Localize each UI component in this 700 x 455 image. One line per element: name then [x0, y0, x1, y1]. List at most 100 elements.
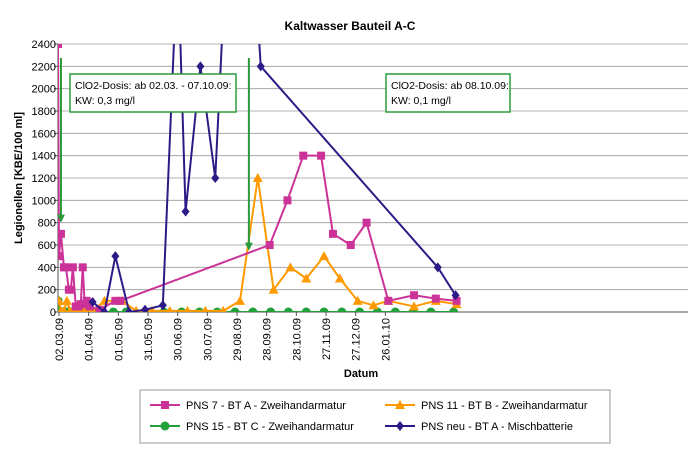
data-point [390, 307, 400, 312]
data-point [317, 151, 326, 160]
x-tick-label: 29.08.09 [232, 318, 244, 361]
annotation-box [385, 73, 511, 113]
x-tick-label: 02.03.09 [54, 318, 66, 361]
x-tick-label: 01.04.09 [84, 318, 96, 361]
data-point [201, 305, 209, 312]
y-tick-label: 0 [50, 307, 56, 319]
data-point [283, 307, 293, 312]
legend-item-3: PNS 15 - BT C - Zweihandarmatur [150, 421, 354, 433]
y-tick-label: 1000 [32, 195, 56, 207]
data-point [108, 307, 118, 312]
data-point [301, 273, 312, 283]
x-tick-label: 31.05.09 [143, 318, 155, 361]
data-point [68, 263, 77, 272]
data-point [299, 151, 308, 160]
data-point [355, 307, 365, 312]
data-point [158, 300, 167, 311]
annotation-arrowhead [56, 214, 65, 223]
annotation-arrowhead [244, 242, 253, 251]
data-point [328, 229, 337, 238]
data-point [85, 302, 94, 311]
x-tick-label: 26.01.10 [380, 318, 392, 361]
x-tick-label: 30.07.09 [202, 318, 214, 361]
data-point [196, 61, 205, 72]
series-2 [58, 173, 462, 312]
data-point [100, 307, 109, 312]
data-point [78, 263, 87, 272]
annotation-text: ClO2-Dosis: ab 08.10.09: [391, 80, 509, 92]
x-tick-label: 27.11.09 [321, 318, 333, 360]
data-point [125, 307, 134, 312]
data-point [346, 241, 355, 249]
x-axis: 02.03.09 01.04.09 01.05.09 31.05.09 30.06.09… [54, 311, 688, 361]
data-point [166, 305, 174, 312]
data-point [60, 305, 68, 312]
data-point [58, 229, 65, 238]
y-axis-label: Legionellen [KBE/100 ml] [13, 112, 25, 244]
x-tick-label: 28.09.09 [262, 318, 274, 361]
series-1 [58, 44, 461, 312]
data-point [111, 251, 120, 262]
legend-swatch-marker [396, 421, 404, 431]
data-point [449, 307, 459, 312]
data-point [301, 307, 311, 312]
legend-swatch-marker [161, 401, 169, 409]
legend-label: PNS neu - BT A - Mischbatterie [421, 421, 573, 433]
data-point [184, 305, 191, 312]
x-tick-label: 28.10.09 [291, 318, 303, 361]
y-tick-label: 1200 [32, 173, 56, 185]
data-point [116, 296, 125, 305]
data-point [266, 307, 276, 312]
data-point [81, 305, 89, 312]
data-point [181, 206, 190, 217]
y-tick-label: 600 [38, 240, 56, 252]
x-tick-label: 30.06.09 [173, 318, 185, 361]
y-tick-label: 1400 [32, 151, 56, 163]
data-point [334, 273, 345, 283]
annotation-2: ClO2-Dosis: ab 08.10.09: KW: 0,1 mg/l [244, 58, 511, 251]
y-axis: 0 200 400 600 800 1000 1200 1400 1600 1800 2000 220… [32, 39, 59, 319]
x-tick-label: 27.12.09 [351, 318, 363, 361]
data-point [230, 307, 240, 312]
legend-item-4: PNS neu - BT A - Mischbatterie [385, 421, 573, 433]
data-point [319, 307, 329, 312]
y-tick-label: 1800 [32, 106, 56, 118]
data-point [319, 251, 330, 261]
legend-swatch-marker [160, 421, 170, 431]
annotation-text-line2: KW: 0,1 mg/l [391, 95, 451, 107]
data-point [58, 252, 63, 261]
data-point [66, 285, 75, 294]
data-point [61, 263, 70, 272]
data-point [58, 295, 64, 305]
data-point [337, 307, 347, 312]
data-point [409, 301, 420, 311]
y-tick-label: 200 [38, 285, 56, 297]
data-point [426, 307, 436, 312]
annotation-1: ClO2-Dosis: ab 02.03. - 07.10.09: KW: 0,3… [56, 58, 237, 223]
data-point [352, 295, 363, 305]
data-point [111, 296, 120, 305]
annotations: ClO2-Dosis: ab 02.03. - 07.10.09: KW: 0,3… [56, 58, 511, 251]
data-point [82, 296, 91, 305]
legend-label: PNS 11 - BT B - Zweihandarmatur [421, 400, 588, 412]
data-point [451, 290, 460, 301]
legend-label: PNS 15 - BT C - Zweihandarmatur [186, 421, 354, 433]
legend-label: PNS 7 - BT A - Zweihandarmatur [186, 400, 346, 412]
data-point [211, 173, 220, 183]
y-tick-label: 2400 [32, 39, 56, 51]
annotation-text-line2: KW: 0,3 mg/l [75, 95, 135, 107]
y-tick-label: 2000 [32, 84, 56, 96]
legend-swatch-marker [395, 400, 405, 409]
data-point [268, 284, 279, 294]
data-point [431, 294, 440, 303]
data-point [256, 61, 265, 72]
data-point [265, 241, 274, 249]
x-axis-label: Datum [344, 368, 378, 380]
data-point [410, 291, 419, 300]
data-point [248, 307, 258, 312]
data-point [433, 262, 442, 273]
data-point [141, 304, 150, 312]
legend: PNS 7 - BT A - Zweihandarmatur PNS 11 - B… [139, 389, 611, 444]
data-point [283, 196, 292, 205]
series-line [58, 177, 457, 312]
